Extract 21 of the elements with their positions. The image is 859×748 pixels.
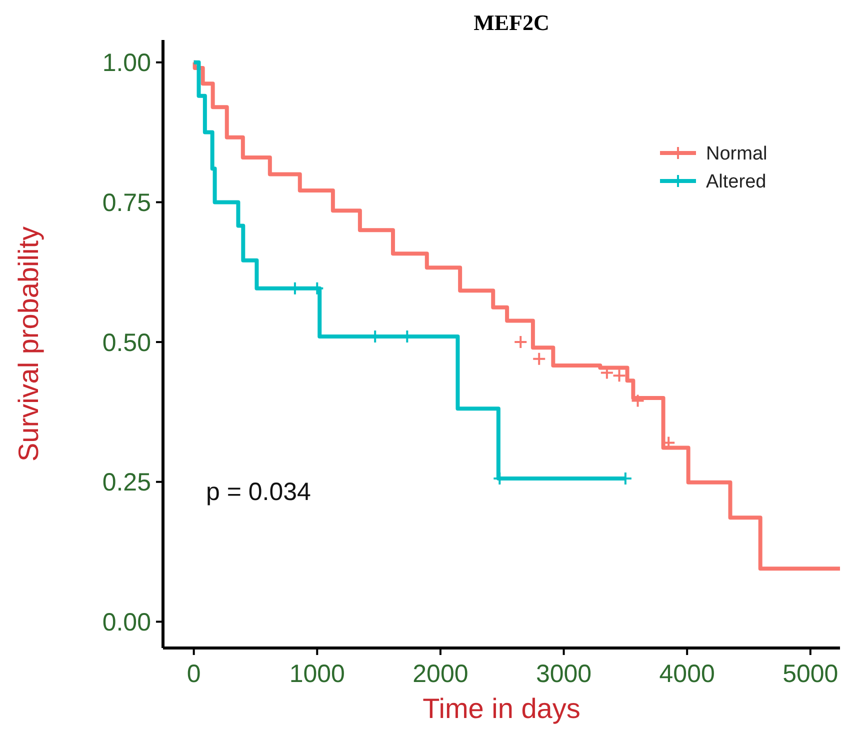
y-tick-label: 1.00 — [102, 49, 151, 78]
x-tick-label: 3000 — [536, 660, 592, 688]
y-tick-label: 0.50 — [102, 328, 151, 357]
legend-label: Normal — [706, 144, 768, 165]
point — [532, 352, 546, 366]
point — [630, 394, 645, 408]
x-tick-label: 4000 — [659, 660, 715, 688]
x-tick-label: 1000 — [289, 660, 345, 688]
chart-title: MEF2C — [474, 10, 550, 35]
point — [612, 368, 626, 383]
x-tick-label: 5000 — [782, 660, 838, 688]
x-axis-title: Time in days — [422, 693, 580, 724]
y-tick-label: 0.00 — [102, 608, 151, 636]
x-tick-label: 2000 — [412, 660, 468, 688]
point — [514, 335, 528, 350]
annotation: p = 0.034 — [206, 478, 312, 506]
y-tick-label: 0.75 — [102, 188, 151, 217]
legend-label: Altered — [706, 172, 766, 193]
y-tick-label: 0.25 — [102, 468, 151, 497]
y-axis-title: Survival probability — [13, 226, 44, 462]
x-tick-label: 0 — [186, 660, 201, 688]
